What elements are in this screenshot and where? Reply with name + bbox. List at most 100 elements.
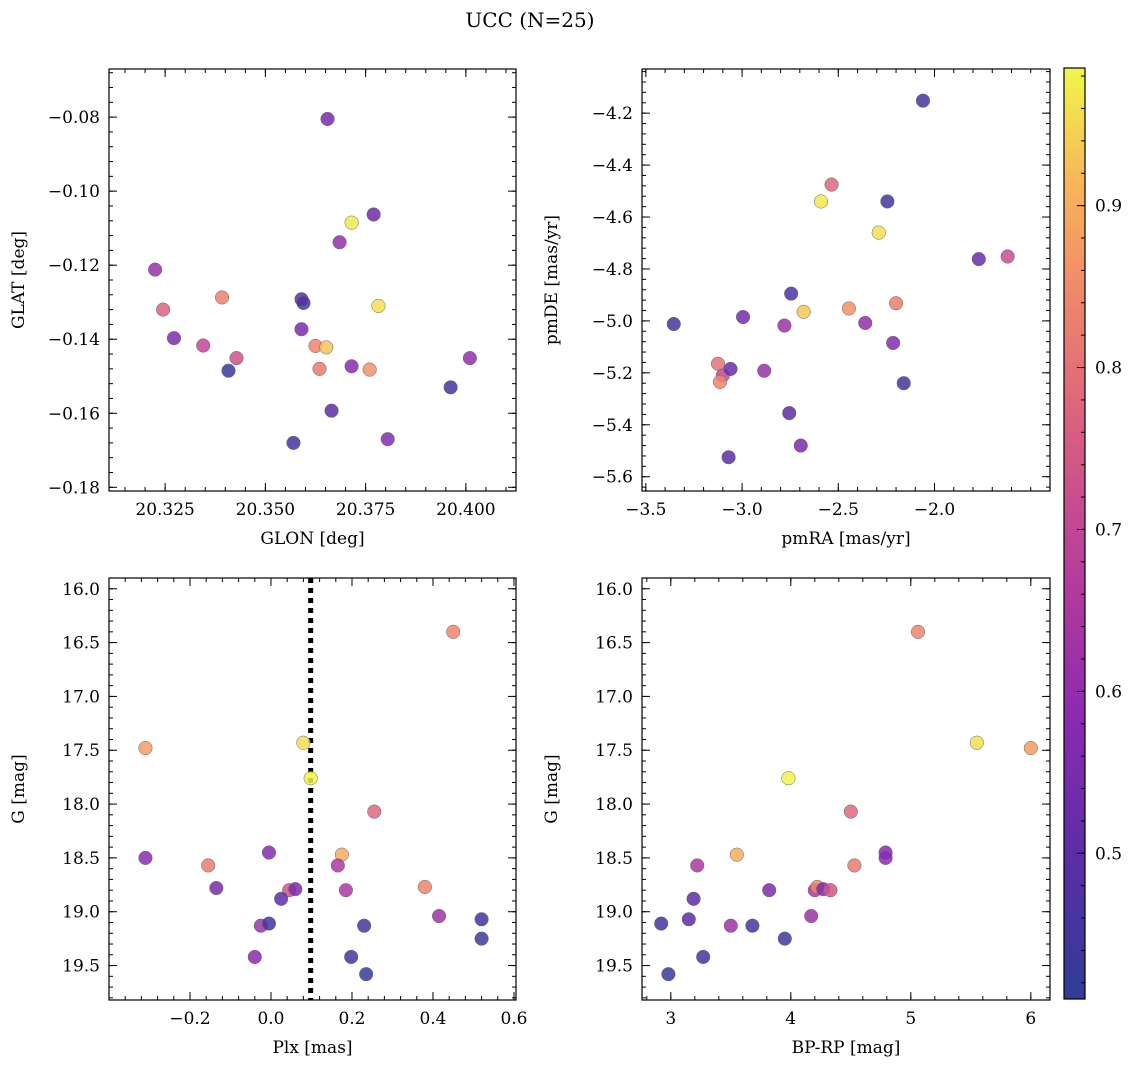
- y-tick-label: −5.4: [592, 416, 633, 436]
- axes-frame: [641, 577, 1051, 1001]
- data-point: [823, 883, 838, 898]
- y-tick-label: −4.4: [592, 156, 633, 176]
- data-point: [745, 918, 760, 933]
- data-point: [344, 359, 359, 374]
- colorbar-tick-label: 0.5: [1095, 844, 1122, 864]
- data-point: [332, 235, 347, 250]
- x-tick-label: 6: [1025, 1009, 1036, 1029]
- data-point: [156, 302, 171, 317]
- axes-frame: [641, 68, 1051, 492]
- y-tick-label: 19.5: [62, 957, 100, 977]
- data-point: [432, 908, 447, 924]
- y-axis-label: G [mag]: [9, 754, 29, 823]
- data-point: [294, 322, 309, 337]
- data-point: [782, 406, 797, 421]
- data-point: [824, 177, 839, 192]
- y-tick-label: −5.0: [592, 312, 633, 332]
- data-point: [712, 374, 727, 389]
- data-point: [330, 858, 345, 873]
- y-tick-label: −0.12: [48, 256, 100, 276]
- data-point: [777, 931, 792, 946]
- data-point: [324, 403, 339, 418]
- data-point: [215, 290, 230, 305]
- data-point: [366, 207, 381, 222]
- colorbar: 0.5 0.6 0.7 0.8 0.9: [1063, 67, 1122, 1000]
- data-point: [320, 111, 335, 127]
- y-tick-label: 18.5: [595, 849, 633, 869]
- scatter-panel: −3.5 −3.0 −2.5 −2.0 −4.2 −4.4 −4.6 −4.8 −5.0 −5.2…: [542, 68, 1051, 549]
- data-point: [1000, 249, 1015, 264]
- y-tick-label: −0.18: [48, 478, 100, 498]
- data-point: [138, 741, 153, 756]
- y-tick-label: −0.16: [48, 404, 100, 424]
- data-point: [357, 918, 372, 933]
- data-point: [338, 883, 353, 898]
- data-point: [166, 331, 182, 346]
- x-axis-label: GLON [deg]: [260, 529, 364, 549]
- y-tick-label: 16.0: [595, 580, 633, 600]
- data-point: [843, 804, 858, 819]
- data-point: [681, 912, 696, 927]
- colorbar-tick-label: 0.9: [1095, 197, 1122, 217]
- data-point: [247, 949, 262, 964]
- y-tick-label: −4.8: [592, 260, 633, 280]
- data-point: [462, 351, 477, 366]
- data-point: [344, 949, 359, 964]
- y-tick-label: 16.5: [595, 634, 633, 654]
- axes-frame: [108, 68, 517, 492]
- data-point: [209, 880, 224, 896]
- data-point: [661, 967, 676, 982]
- x-tick-label: 0.6: [500, 1009, 527, 1029]
- x-tick-label: 20.325: [135, 500, 194, 520]
- x-axis-label: Plx [mas]: [272, 1038, 352, 1058]
- x-tick-label: 5: [905, 1009, 916, 1029]
- data-point: [781, 771, 796, 786]
- data-point: [196, 338, 211, 353]
- y-tick-label: 17.0: [62, 687, 100, 707]
- y-tick-label: 18.0: [595, 795, 633, 815]
- data-point: [793, 438, 808, 453]
- data-point: [871, 225, 886, 240]
- y-tick-label: 18.0: [62, 795, 100, 815]
- data-point: [319, 340, 334, 355]
- axes-frame: [108, 577, 517, 1001]
- y-tick-label: −5.2: [592, 364, 633, 384]
- y-tick-label: 17.5: [62, 741, 100, 761]
- data-point: [886, 335, 901, 351]
- data-point: [229, 351, 244, 366]
- data-point: [686, 891, 701, 906]
- data-point: [777, 318, 792, 333]
- x-tick-label: 20.350: [236, 500, 295, 520]
- data-point: [784, 286, 799, 301]
- x-tick-label: −2.5: [818, 500, 859, 520]
- data-point: [303, 771, 318, 786]
- data-point: [443, 380, 458, 395]
- y-tick-label: 19.0: [62, 903, 100, 923]
- x-tick-label: 4: [785, 1009, 796, 1029]
- data-point: [1023, 741, 1038, 756]
- data-point: [274, 891, 289, 906]
- data-point: [296, 295, 311, 311]
- data-point: [371, 298, 386, 313]
- y-tick-label: 16.0: [62, 580, 100, 600]
- data-point: [721, 450, 736, 465]
- data-point: [729, 847, 744, 862]
- data-point: [888, 296, 904, 311]
- colorbar-tick-label: 0.8: [1095, 359, 1122, 379]
- x-tick-label: −3.0: [721, 500, 762, 520]
- y-tick-label: 17.0: [595, 687, 633, 707]
- data-point: [312, 361, 327, 376]
- data-point: [858, 315, 873, 331]
- data-point: [757, 363, 772, 378]
- colorbar-tick-label: 0.7: [1095, 520, 1122, 540]
- data-point: [221, 363, 236, 378]
- colorbar-gradient: [1063, 67, 1086, 1000]
- data-point: [969, 735, 984, 750]
- y-tick-label: −4.2: [592, 104, 633, 124]
- data-point: [446, 624, 461, 639]
- data-point: [380, 432, 395, 447]
- data-point: [690, 858, 705, 873]
- data-point: [148, 262, 163, 277]
- scatter-panel: −0.2 0.0 0.2 0.4 0.6 16.0 16.5 17.0 17.5 18.0 18.5…: [9, 577, 527, 1058]
